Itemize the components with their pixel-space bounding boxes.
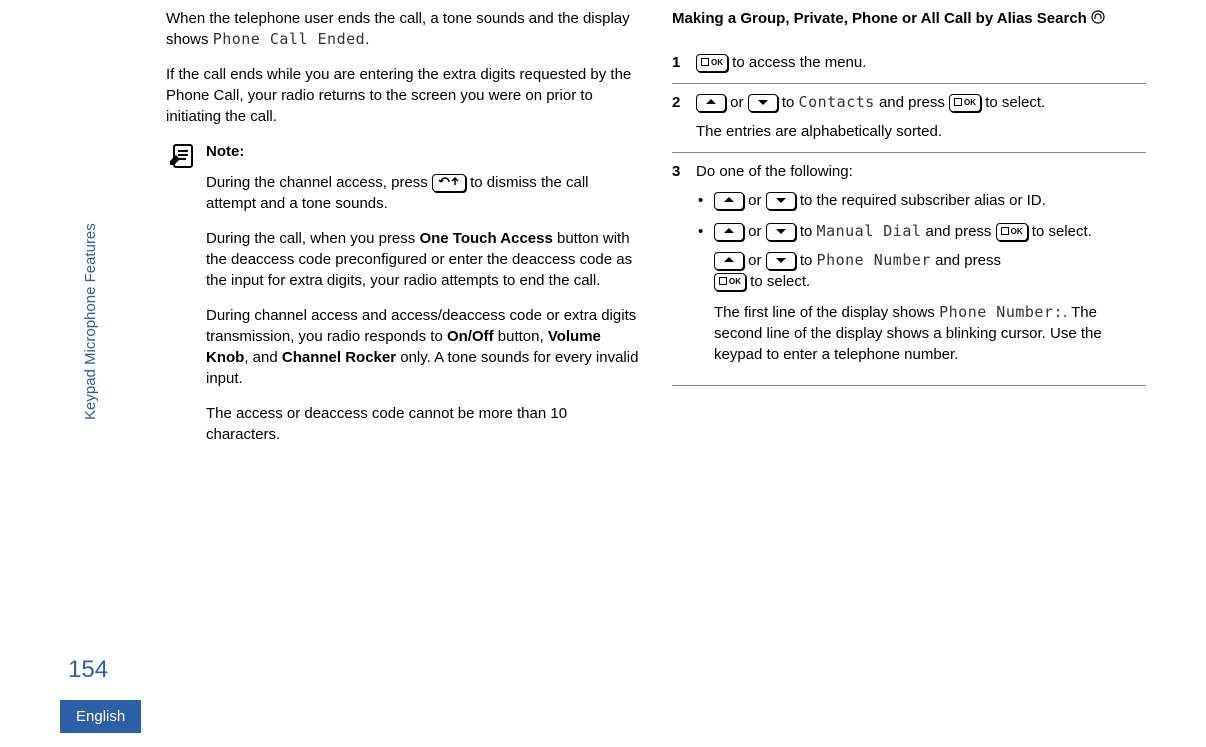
text: and press (921, 223, 995, 240)
note-paragraph: The access or deaccess code cannot be mo… (206, 403, 640, 445)
text: and press (875, 94, 949, 111)
text: and press (931, 252, 1001, 269)
step-text: or to Manual Dial and press to select. (714, 221, 1146, 242)
step-item: 2 or to Contacts and press to select. Th… (672, 84, 1146, 153)
bold-text: On/Off (447, 328, 494, 345)
display-text: Phone Number: (939, 303, 1063, 321)
up-key-icon (696, 94, 726, 112)
step-text: Do one of the following: (696, 161, 1146, 182)
text: or (748, 223, 766, 240)
note-block: Note: During the channel access, press t… (166, 141, 640, 459)
page-number: 154 (68, 653, 108, 687)
text: button, (494, 328, 548, 345)
up-key-icon (714, 252, 744, 270)
note-heading: Note: (206, 141, 640, 162)
text: to (800, 252, 817, 269)
note-paragraph: During the call, when you press One Touc… (206, 228, 640, 291)
display-text: Phone Call Ended (213, 30, 366, 48)
step-item: 3 Do one of the following: or to the req… (672, 153, 1146, 386)
step-text: The first line of the display shows Phon… (714, 302, 1146, 365)
sidebar-section-label: Keypad Microphone Features (80, 223, 101, 420)
step-number: 3 (672, 161, 696, 375)
left-margin: Keypad Microphone Features 154 English (0, 0, 158, 747)
text: or (748, 252, 766, 269)
display-text: Contacts (799, 93, 875, 111)
step-number: 2 (672, 92, 696, 142)
text: to access the menu. (732, 54, 866, 71)
note-icon (166, 141, 198, 173)
note-paragraph: During the channel access, press to dism… (206, 172, 640, 214)
left-column: When the telephone user ends the call, a… (158, 8, 662, 747)
text: or (730, 94, 748, 111)
up-key-icon (714, 192, 744, 210)
up-key-icon (714, 223, 744, 241)
down-key-icon (766, 192, 796, 210)
step-text: The entries are alphabetically sorted. (696, 121, 1146, 142)
ok-key-icon (714, 273, 746, 291)
step-item: 1 to access the menu. (672, 44, 1146, 84)
text: to the required subscriber alias or ID. (800, 192, 1046, 209)
section-heading: Making a Group, Private, Phone or All Ca… (672, 8, 1146, 30)
text: , and (244, 349, 282, 366)
right-column: Making a Group, Private, Phone or All Ca… (662, 8, 1206, 747)
step-text: or to Contacts and press to select. (696, 92, 1146, 113)
step-list: 1 to access the menu. 2 or (672, 44, 1146, 386)
language-tab: English (60, 700, 141, 733)
bold-text: One Touch Access (419, 230, 552, 247)
text: to select. (1032, 223, 1092, 240)
text: to (800, 223, 817, 240)
ok-key-icon (696, 54, 728, 72)
down-key-icon (748, 94, 778, 112)
note-paragraph: During channel access and access/deacces… (206, 305, 640, 389)
cancel-key-icon (432, 174, 466, 192)
display-text: Manual Dial (817, 222, 922, 240)
paragraph: When the telephone user ends the call, a… (166, 8, 640, 50)
text: During the call, when you press (206, 230, 419, 247)
heading-text: Making a Group, Private, Phone or All Ca… (672, 10, 1091, 27)
step-text: or to Phone Number and press to select. (714, 250, 1146, 292)
text: During the channel access, press (206, 174, 432, 191)
text: to select. (985, 94, 1045, 111)
bullet-item: or to Manual Dial and press to select. o… (696, 221, 1146, 365)
headset-icon (1091, 9, 1105, 30)
text: to (782, 94, 799, 111)
ok-key-icon (949, 94, 981, 112)
paragraph: If the call ends while you are entering … (166, 64, 640, 127)
ok-key-icon (996, 223, 1028, 241)
step-text: to access the menu. (696, 52, 1146, 73)
step-number: 1 (672, 52, 696, 73)
text: to select. (750, 273, 810, 290)
text: or (748, 192, 766, 209)
bold-text: Channel Rocker (282, 349, 396, 366)
down-key-icon (766, 223, 796, 241)
display-text: Phone Number (817, 251, 931, 269)
text: The first line of the display shows (714, 304, 939, 321)
down-key-icon (766, 252, 796, 270)
text: . (365, 31, 369, 48)
bullet-item: or to the required subscriber alias or I… (696, 190, 1146, 211)
